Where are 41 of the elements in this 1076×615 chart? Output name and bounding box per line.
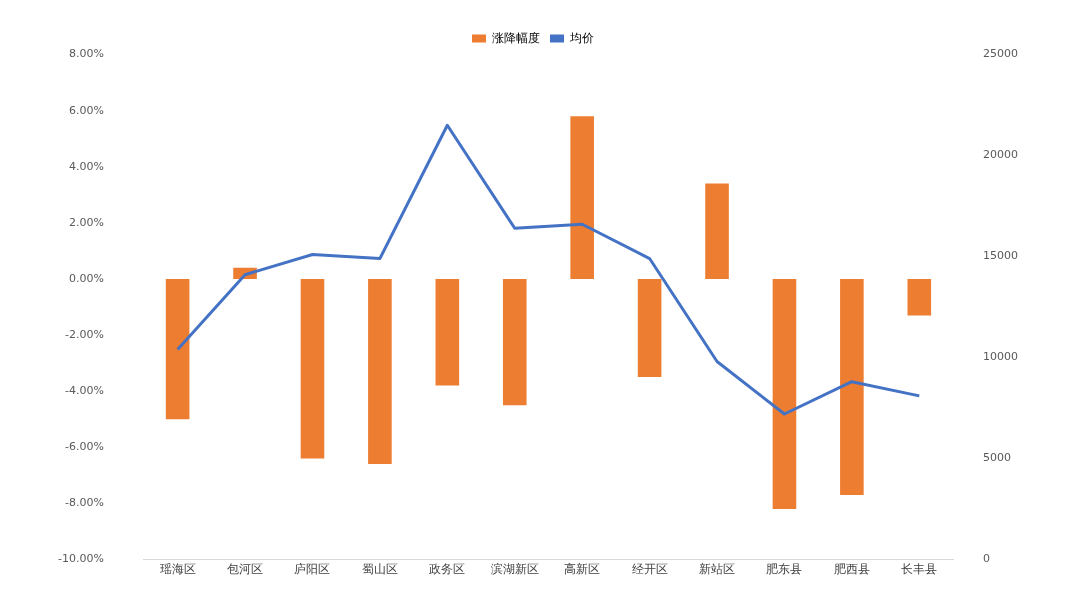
y-tick-label: 0.00% — [68, 271, 104, 285]
x-tick-label: 新站区 — [699, 561, 736, 576]
bar — [907, 278, 932, 316]
y-tick-label: 2.00% — [68, 215, 104, 229]
y-tick-label: -4.00% — [64, 383, 104, 397]
y-tick-label: -10.00% — [57, 552, 104, 566]
bar — [772, 278, 797, 509]
y2-tick-label: 0 — [983, 552, 991, 566]
legend-label: 涨降幅度 — [492, 30, 540, 45]
legend-label: 均价 — [569, 30, 594, 45]
x-tick-label: 蜀山区 — [361, 561, 398, 576]
x-tick-label: 包河区 — [227, 561, 264, 576]
y-tick-label: -2.00% — [64, 327, 104, 341]
y-tick-label: 4.00% — [68, 159, 104, 173]
x-tick-label: 肥东县 — [766, 561, 803, 576]
y2-tick-label: 20000 — [983, 148, 1019, 162]
bar — [300, 278, 325, 459]
y2-tick-label: 25000 — [983, 47, 1019, 61]
bar — [637, 278, 662, 378]
y-tick-label: 8.00% — [68, 47, 104, 61]
x-tick-label: 经开区 — [631, 561, 668, 576]
x-tick-label: 瑶海区 — [159, 561, 196, 576]
x-tick-label: 政务区 — [429, 561, 466, 576]
y2-tick-label: 15000 — [983, 249, 1019, 263]
x-tick-label: 肥西县 — [833, 561, 870, 576]
bar — [705, 183, 729, 279]
bar — [368, 278, 392, 465]
x-tick-label: 庐阳区 — [294, 561, 331, 576]
x-tick-label: 高新区 — [564, 561, 601, 576]
bar — [165, 278, 190, 420]
x-tick-label: 长丰县 — [901, 561, 938, 576]
y2-tick-label: 10000 — [983, 350, 1019, 364]
y-tick-label: -6.00% — [64, 440, 104, 454]
y2-tick-label: 5000 — [983, 451, 1012, 465]
bar — [570, 116, 594, 279]
y-tick-label: -8.00% — [64, 496, 104, 510]
bar — [840, 278, 864, 495]
bar — [502, 278, 527, 406]
x-tick-label: 滨湖新区 — [490, 561, 539, 576]
y-tick-label: 6.00% — [68, 103, 104, 117]
bar — [435, 278, 460, 386]
